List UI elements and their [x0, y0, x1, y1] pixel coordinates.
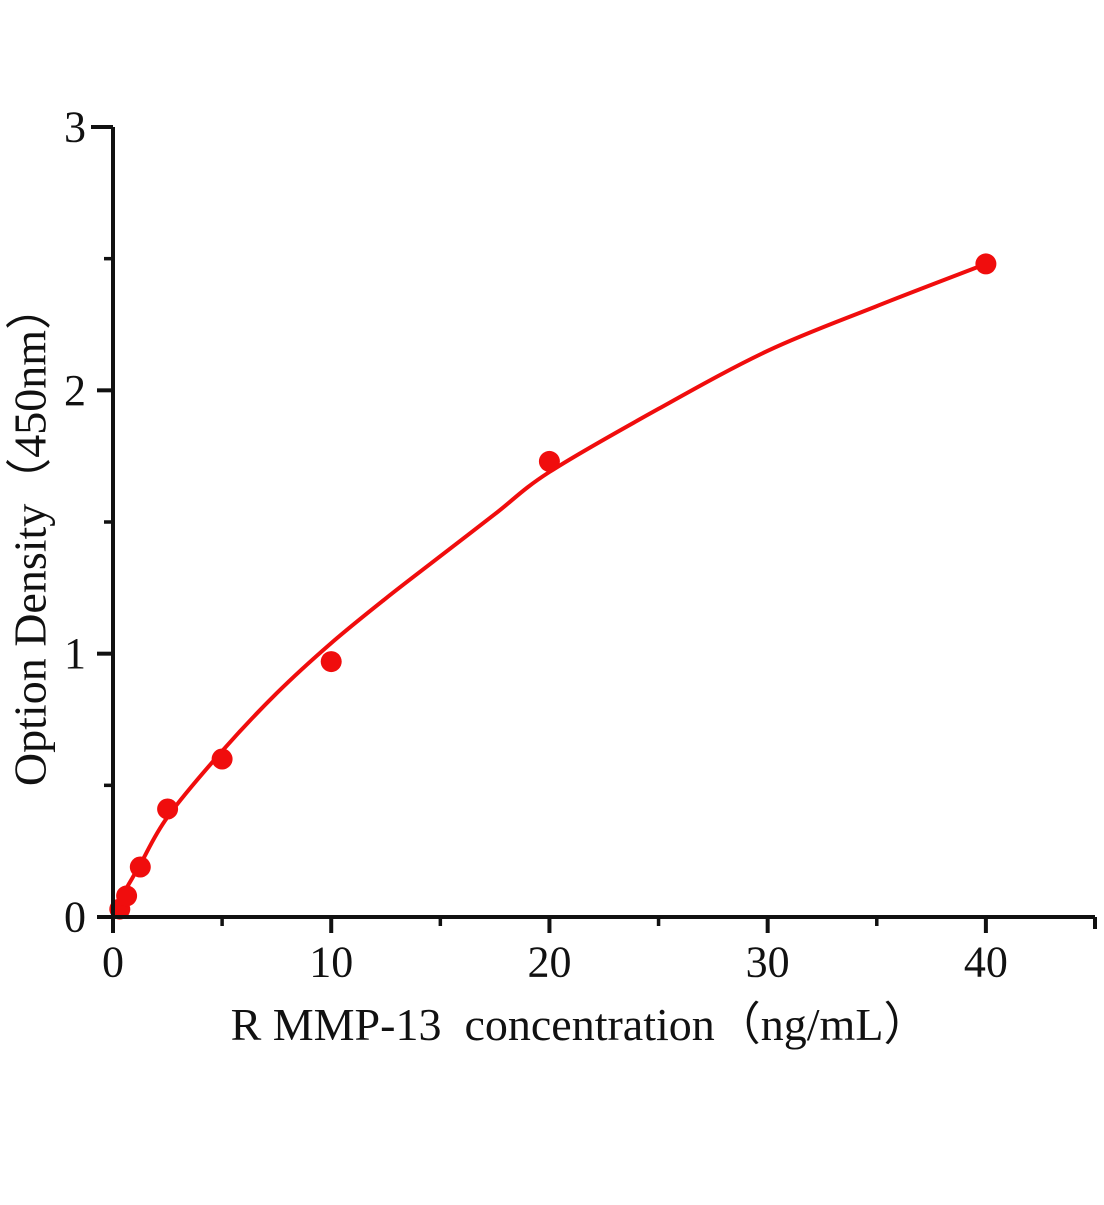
x-tick-label: 20	[527, 938, 571, 987]
y-axis-title: Option Density（450nm）	[5, 284, 56, 786]
tick-labels-layer: 0 10 20 30 40 0 1 2 3	[64, 103, 1008, 987]
x-tick-label: 10	[309, 938, 353, 987]
series-layer	[109, 253, 997, 920]
y-tick-label: 1	[64, 629, 86, 678]
data-point	[211, 748, 233, 770]
x-tick-label: 0	[102, 938, 124, 987]
axes-layer	[91, 125, 1097, 933]
data-point	[975, 253, 997, 275]
y-tick-label: 2	[64, 366, 86, 415]
ticks-layer	[97, 125, 1097, 933]
x-axis-title: R MMP-13 concentration（ng/mL）	[231, 999, 930, 1050]
y-tick-label: 3	[64, 103, 86, 152]
data-point	[129, 856, 151, 878]
fit-curve	[111, 261, 988, 919]
x-tick-label: 30	[746, 938, 790, 987]
y-tick-label: 0	[64, 893, 86, 942]
data-point	[116, 885, 138, 907]
x-tick-label: 40	[964, 938, 1008, 987]
data-point	[538, 450, 560, 472]
data-point	[157, 798, 179, 820]
data-point	[320, 651, 342, 673]
